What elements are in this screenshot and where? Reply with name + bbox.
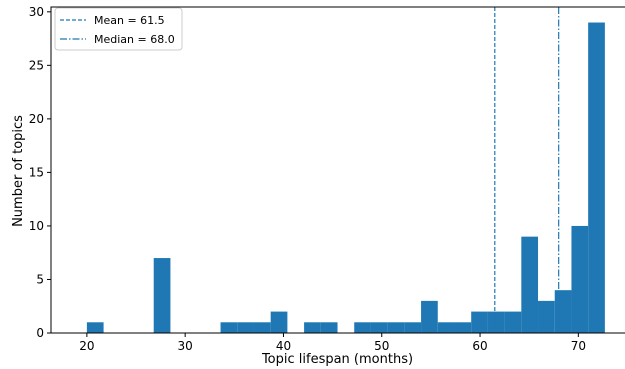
histogram-bar xyxy=(487,311,505,333)
x-tick-label: 60 xyxy=(472,339,487,353)
histogram-bar xyxy=(571,225,589,333)
histogram-bar xyxy=(588,22,605,334)
histogram-bar xyxy=(237,322,254,333)
x-tick-label: 70 xyxy=(571,339,586,353)
x-tick-label: 40 xyxy=(276,339,291,353)
legend-mean-label: Mean = 61.5 xyxy=(94,14,165,27)
x-tick-label: 20 xyxy=(79,339,94,353)
histogram-bar xyxy=(454,322,472,333)
histogram-bar xyxy=(253,322,271,333)
x-tick-label: 50 xyxy=(374,339,389,353)
histogram-bar xyxy=(304,322,321,333)
y-tick-label: 20 xyxy=(29,112,44,126)
legend: Mean = 61.5 Median = 68.0 xyxy=(54,7,183,51)
histogram-bar xyxy=(370,322,388,333)
x-axis: 20 30 40 50 60 70 xyxy=(79,333,586,353)
y-tick-label: 25 xyxy=(29,58,44,72)
y-tick-label: 15 xyxy=(29,165,44,179)
legend-box xyxy=(54,7,183,51)
histogram-bar xyxy=(220,322,238,333)
histogram-bar xyxy=(354,322,371,333)
histogram-bar xyxy=(538,300,555,333)
histogram-bar xyxy=(421,300,438,333)
histogram-bar xyxy=(521,236,539,333)
histogram-bar xyxy=(320,322,338,333)
axes-spines xyxy=(50,6,625,334)
histogram-bar xyxy=(437,322,455,333)
histogram-bar xyxy=(471,311,488,333)
y-tick-label: 10 xyxy=(29,219,44,233)
y-axis: 0 5 10 15 20 25 30 xyxy=(29,5,51,340)
y-tick-label: 0 xyxy=(36,326,44,340)
y-axis-label: Number of topics xyxy=(11,115,26,227)
histogram-bar xyxy=(404,322,422,333)
y-tick-label: 5 xyxy=(36,272,44,286)
bars-layer xyxy=(86,22,605,334)
histogram-bar xyxy=(86,322,104,333)
reference-lines-layer xyxy=(494,7,560,333)
legend-median-label: Median = 68.0 xyxy=(94,33,175,46)
y-tick-label: 30 xyxy=(29,5,44,19)
plot-frame xyxy=(50,6,625,334)
histogram-bar xyxy=(153,258,171,333)
histogram-bar xyxy=(504,311,522,333)
x-tick-label: 30 xyxy=(178,339,193,353)
x-axis-label: Topic lifespan (months) xyxy=(261,352,413,367)
histogram-bar xyxy=(554,290,572,333)
histogram-bar xyxy=(387,322,405,333)
histogram-bar xyxy=(270,311,288,333)
